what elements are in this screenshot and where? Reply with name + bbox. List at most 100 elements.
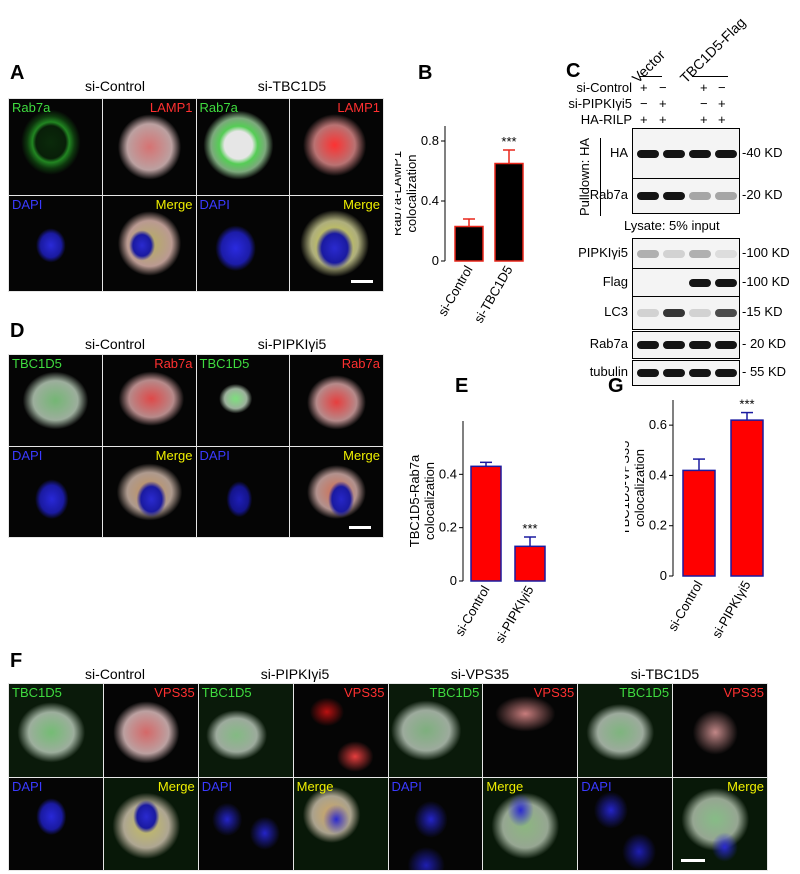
condition-sign: + xyxy=(718,96,726,111)
molecular-weight-label: - 20 KD xyxy=(742,336,787,351)
y-tick-label: 0 xyxy=(450,573,457,588)
condition-sign: + xyxy=(640,80,648,95)
blot-strip xyxy=(632,238,740,270)
molecular-weight-label: -40 KD xyxy=(742,145,783,160)
blot-label: LC3 xyxy=(604,304,628,319)
blot-label: PIPKIγi5 xyxy=(578,245,628,260)
category-label: si-Control xyxy=(665,578,706,634)
blot-band xyxy=(689,309,711,317)
significance-marker: *** xyxy=(739,397,754,412)
y-tick-label: 0 xyxy=(660,568,667,583)
blot-strip xyxy=(632,178,740,214)
condition-row-label: HA-RILP xyxy=(580,112,632,127)
blot-strip xyxy=(632,128,740,180)
blot-band xyxy=(689,150,711,158)
panel-a-tbc-dapi: DAPI xyxy=(196,195,290,291)
blot-band xyxy=(663,341,685,349)
panel-f-pipki-dapi: DAPI xyxy=(198,777,293,870)
scale-bar xyxy=(681,859,706,862)
panel-f-condition-tbc1d5: si-TBC1D5 xyxy=(630,666,700,682)
condition-row-label: si-PIPKIγi5 xyxy=(568,96,632,111)
bar xyxy=(494,162,524,262)
blot-band xyxy=(663,150,685,158)
panel-d-pipki-dapi: DAPI xyxy=(196,446,290,537)
blot-band xyxy=(663,192,685,200)
significance-marker: *** xyxy=(522,521,537,536)
panel-label-g: G xyxy=(608,375,624,397)
bar xyxy=(682,469,716,577)
y-axis-label: Rab7a-LAMP1colocalization xyxy=(395,151,419,236)
panel-f-condition-vps35: si-VPS35 xyxy=(450,666,510,682)
y-axis-label: TBC1D5-Rab7acolocalization xyxy=(408,454,437,547)
category-label: si-PIPKIγi5 xyxy=(492,583,537,646)
blot-band xyxy=(715,150,737,158)
category-label: si-PIPKIγi5 xyxy=(709,578,754,641)
panel-a-ctrl-green: Rab7a xyxy=(9,99,102,195)
blot-band xyxy=(715,192,737,200)
panel-d-ctrl-green: TBC1D5 xyxy=(9,355,102,446)
bar xyxy=(454,225,484,262)
panel-label-e: E xyxy=(455,375,469,397)
panel-d-condition-pipki: si-PIPKIγi5 xyxy=(257,336,327,352)
vector-underline xyxy=(640,76,662,77)
molecular-weight-label: - 55 KD xyxy=(742,364,787,379)
blot-strip xyxy=(632,296,740,330)
bar xyxy=(730,419,764,577)
panel-f-tbc-dapi: DAPI xyxy=(578,777,673,870)
y-tick-label: 0.8 xyxy=(421,133,439,148)
panel-f-vps35-green: TBC1D5 xyxy=(388,684,483,777)
condition-sign: + xyxy=(700,112,708,127)
panel-f-tbc-green: TBC1D5 xyxy=(578,684,673,777)
panel-d-ctrl-red: Rab7a xyxy=(102,355,196,446)
category-label: si-Control xyxy=(452,583,493,639)
blot-strip xyxy=(632,360,740,386)
blot-strip xyxy=(632,268,740,298)
panel-f-pipki-green: TBC1D5 xyxy=(198,684,293,777)
y-tick-label: 0.2 xyxy=(649,518,667,533)
blot-label: Rab7a xyxy=(589,336,628,351)
blot-band xyxy=(663,369,685,377)
y-tick-label: 0.4 xyxy=(421,193,439,208)
molecular-weight-label: -100 KD xyxy=(742,274,790,289)
panel-f-vps35-red: VPS35 xyxy=(483,684,578,777)
bar xyxy=(470,465,502,582)
panel-f-ctrl-red: VPS35 xyxy=(103,684,198,777)
panel-d-micrographs: TBC1D5 Rab7a TBC1D5 Rab7a DAPI Merge DAP… xyxy=(8,354,384,538)
panel-d-ctrl-merge: Merge xyxy=(102,446,196,537)
bar xyxy=(514,545,546,582)
blot-strip xyxy=(632,331,740,359)
panel-f-tbc-merge: Merge xyxy=(673,777,767,870)
blot-band xyxy=(715,309,737,317)
panel-a-ctrl-red: LAMP1 xyxy=(102,99,196,195)
panel-a-condition-control: si-Control xyxy=(85,78,145,94)
panel-a-tbc-merge: Merge xyxy=(290,195,383,291)
blot-band xyxy=(689,341,711,349)
blot-band xyxy=(689,250,711,258)
blot-band xyxy=(715,279,737,287)
pulldown-bracket xyxy=(600,138,601,216)
blot-band xyxy=(715,341,737,349)
condition-sign: − xyxy=(640,96,648,111)
condition-sign: + xyxy=(700,80,708,95)
blot-band xyxy=(715,369,737,377)
y-tick-label: 0.2 xyxy=(439,520,457,535)
condition-sign: − xyxy=(700,96,708,111)
y-tick-label: 0.6 xyxy=(649,417,667,432)
blot-band xyxy=(637,341,659,349)
panel-a-condition-tbc1d5: si-TBC1D5 xyxy=(257,78,327,94)
condition-sign: + xyxy=(659,96,667,111)
blot-label: tubulin xyxy=(589,364,628,379)
y-tick-label: 0.4 xyxy=(649,467,667,482)
panel-a-micrographs: Rab7a LAMP1 Rab7a LAMP1 DAPI Merge DAPI … xyxy=(8,98,384,292)
condition-sign: − xyxy=(659,80,667,95)
lysate-label: Lysate: 5% input xyxy=(624,218,720,233)
panel-f-ctrl-merge: Merge xyxy=(103,777,198,870)
blot-label: Rab7a xyxy=(589,187,628,202)
panel-d-pipki-green: TBC1D5 xyxy=(196,355,290,446)
condition-row-label: si-Control xyxy=(576,80,632,95)
significance-marker: *** xyxy=(501,134,516,149)
blot-band xyxy=(637,150,659,158)
y-axis-label: TBC1D5-VPS35colocalization xyxy=(625,441,647,536)
molecular-weight-label: -20 KD xyxy=(742,187,783,202)
